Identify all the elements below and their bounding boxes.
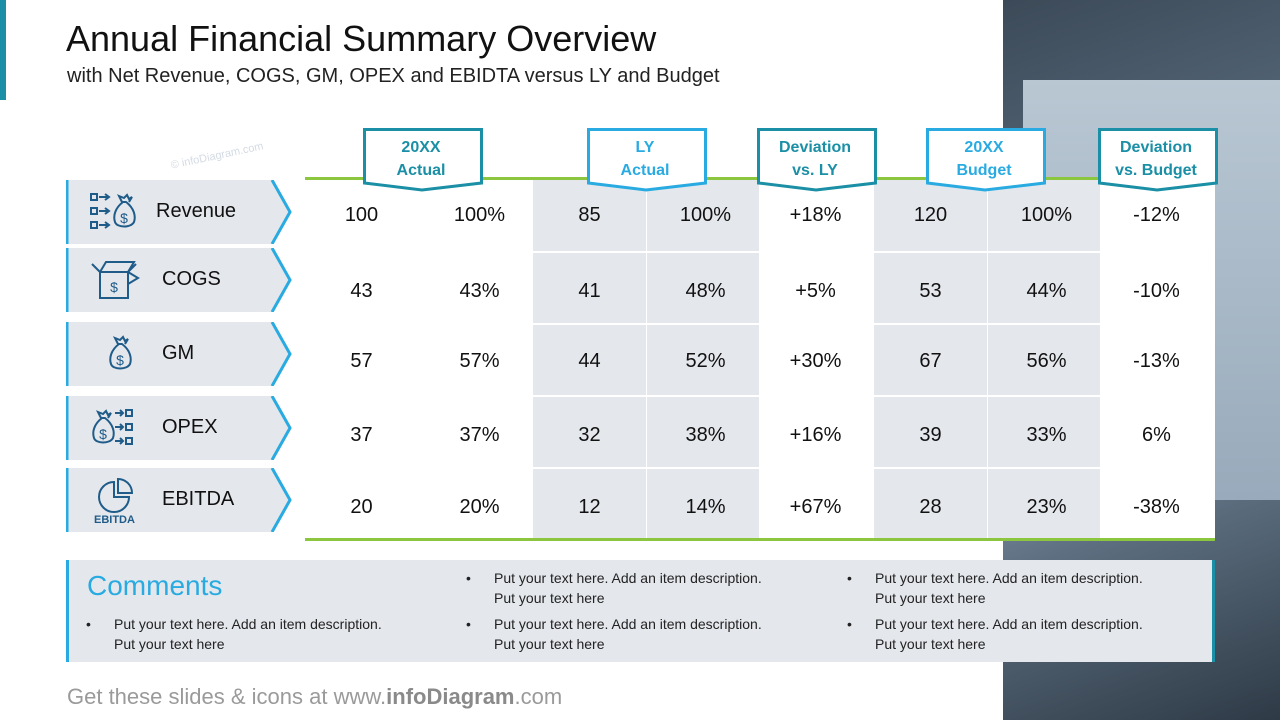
comment-item: Put your text here. Add an item descript… (84, 614, 382, 654)
comments-title: Comments (87, 570, 223, 601)
table-cell: +5% (795, 280, 836, 302)
watermark: © infoDiagram.com (169, 140, 265, 172)
table-cell: +16% (789, 424, 842, 446)
table-cell: 43 (350, 280, 373, 302)
footer[interactable]: Get these slides & icons at www.infoDiag… (67, 684, 563, 709)
table-column (874, 180, 987, 540)
table-cell: -12% (1133, 204, 1180, 226)
table-cell: 14% (685, 496, 726, 518)
table-cell: 28 (919, 496, 942, 518)
table-cell: 20% (459, 496, 500, 518)
table-cell: 23% (1026, 496, 1067, 518)
comment-item: Put your text here. Add an item descript… (845, 568, 1143, 608)
table-cell: 44% (1026, 280, 1067, 302)
row-label-text: Revenue (156, 200, 237, 222)
bottom-rule (305, 538, 1215, 541)
table-cell: 100 (344, 204, 379, 226)
column-divider (646, 180, 647, 540)
table-cell: 20 (350, 496, 373, 518)
page-subtitle: with Net Revenue, COGS, GM, OPEX and EBI… (67, 65, 720, 87)
row-label-gm: $ GM (66, 322, 292, 386)
column-header: Deviation vs. Budget (1098, 128, 1218, 192)
row-label-text: EBITDA (162, 488, 235, 510)
table-cell: +18% (789, 204, 842, 226)
row-label-cogs: $ COGS (66, 248, 292, 312)
row-divider (305, 395, 1215, 397)
comment-item: Put your text here. Add an item descript… (464, 568, 762, 608)
table-column (759, 180, 874, 540)
column-header: 20XX Budget (926, 128, 1046, 192)
row-divider (305, 323, 1215, 325)
table-cell: 100% (1020, 204, 1073, 226)
table-cell: 41 (578, 280, 601, 302)
row-divider (305, 467, 1215, 469)
row-label-revenue: $ Revenue (66, 180, 292, 244)
svg-text:$: $ (116, 352, 124, 368)
table-cell: 100% (453, 204, 506, 226)
table-cell: 120 (913, 204, 948, 226)
row-label-opex: $ OPEX (66, 396, 292, 460)
table-cell: 100% (679, 204, 732, 226)
row-label-text: OPEX (162, 416, 218, 438)
table-cell: 38% (685, 424, 726, 446)
row-label-ebitda: EBITDA EBITDA (66, 468, 292, 532)
comments-panel: Comments Put your text here. Add an item… (66, 560, 1215, 662)
ebitda-icon-label: EBITDA (94, 514, 135, 526)
table-column (533, 180, 646, 540)
comment-item: Put your text here. Add an item descript… (464, 614, 762, 654)
table-cell: 33% (1026, 424, 1067, 446)
row-label-text: COGS (162, 268, 221, 290)
svg-text:$: $ (110, 279, 118, 295)
table-cell: 67 (919, 350, 942, 372)
column-header: 20XX Actual (363, 128, 483, 192)
table-cell: -13% (1133, 350, 1180, 372)
table-cell: 57 (350, 350, 373, 372)
table-cell: 52% (685, 350, 726, 372)
svg-text:$: $ (120, 210, 128, 226)
table-column (420, 180, 533, 540)
table-cell: 57% (459, 350, 500, 372)
table-cell: 85 (578, 204, 601, 226)
table-column (987, 180, 1100, 540)
table-cell: -38% (1133, 496, 1180, 518)
table-cell: 48% (685, 280, 726, 302)
row-divider (305, 251, 1215, 253)
table-cell: 39 (919, 424, 942, 446)
table-cell: 37% (459, 424, 500, 446)
table-cell: 12 (578, 496, 601, 518)
table-cell: 44 (578, 350, 601, 372)
page-title: Annual Financial Summary Overview (66, 18, 657, 59)
table-cell: 32 (578, 424, 601, 446)
table-column (305, 180, 420, 540)
column-divider (987, 180, 988, 540)
table-cell: 43% (459, 280, 500, 302)
table-column (1100, 180, 1215, 540)
table-cell: +30% (789, 350, 842, 372)
accent-bar (0, 0, 6, 100)
comment-item: Put your text here. Add an item descript… (845, 614, 1143, 654)
svg-text:$: $ (99, 426, 107, 442)
table-cell: 56% (1026, 350, 1067, 372)
table-cell: 37 (350, 424, 373, 446)
table-column (646, 180, 759, 540)
row-label-text: GM (162, 342, 195, 364)
table-cell: -10% (1133, 280, 1180, 302)
column-header: LY Actual (587, 128, 707, 192)
table-cell: +67% (789, 496, 842, 518)
column-header: Deviation vs. LY (757, 128, 877, 192)
table-cell: 53 (919, 280, 942, 302)
table-cell: 6% (1142, 424, 1171, 446)
